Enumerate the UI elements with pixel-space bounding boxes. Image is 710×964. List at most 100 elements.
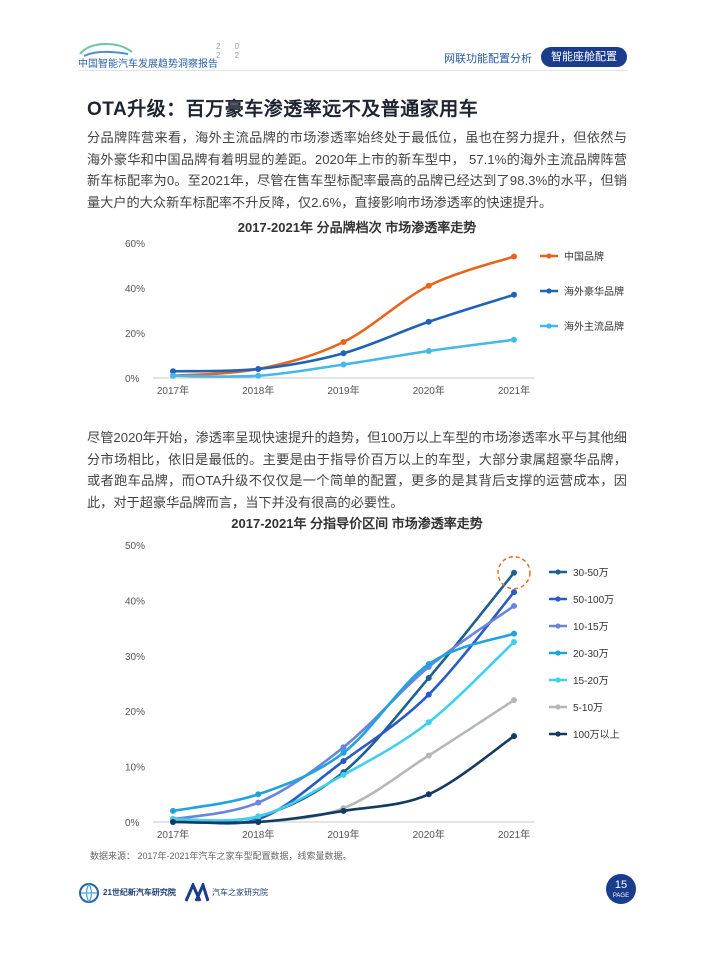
chart2-legend-label: 100万以上 — [573, 729, 620, 741]
chart2-data-point — [255, 819, 262, 825]
chart2-data-point — [425, 752, 432, 759]
chart2-ytick-label: 50% — [125, 541, 145, 552]
chart2-data-point — [511, 589, 517, 596]
section-label: 网联功能配置分析 — [444, 53, 532, 65]
chart2-data-point — [255, 799, 262, 806]
chart2-data-point — [170, 819, 176, 825]
chart1-legend-label: 海外豪华品牌 — [564, 285, 624, 298]
chart2-ytick-label: 30% — [125, 652, 145, 663]
chart1-data-point — [340, 339, 347, 345]
chart1-data-point — [511, 253, 517, 260]
logo-year: 2 0 2 2 — [216, 42, 246, 60]
car-logo-icon — [79, 42, 133, 57]
chart2-data-point — [170, 807, 176, 814]
chart2-xtick-label: 2019年 — [327, 828, 359, 841]
chart2-data-point — [425, 691, 432, 698]
chart1-legend-marker — [546, 288, 552, 294]
chart1-legend-marker — [546, 253, 552, 259]
chart2-data-point — [425, 791, 432, 798]
logo2-text: 汽车之家研究院 — [212, 888, 268, 897]
paragraph-brand-analysis: 分品牌阵营来看，海外主流品牌的市场渗透率始终处于最低位，虽也在努力提升，但依然与… — [87, 130, 627, 210]
chart2-legend-marker — [555, 596, 561, 602]
chart1-title: 2017-2021年 分品牌档次 市场渗透率走势 — [237, 220, 477, 235]
chart2-xtick-label: 2017年 — [157, 828, 189, 841]
chart2-xtick-label: 2018年 — [242, 828, 274, 841]
autohome-logo-icon — [185, 883, 209, 902]
chart2-legend-marker — [555, 623, 561, 629]
chart2-legend-marker — [555, 650, 561, 656]
chart1-ytick-label: 0% — [125, 374, 140, 385]
paragraph-price-analysis: 尽管2020年开始，渗透率呈现快速提升的趋势，但100万以上车型的市场渗透率水平… — [87, 430, 627, 510]
logo-21st-century-institute: 21世纪新汽车研究院 — [78, 880, 178, 906]
chart2-highlight-circle — [497, 556, 531, 590]
chart1-data-point — [511, 291, 517, 298]
chart1-xtick-label: 2021年 — [498, 384, 530, 397]
chart2-series-line — [172, 591, 515, 825]
chart2-data-point — [511, 630, 517, 637]
chart2-legend-label: 10-15万 — [573, 622, 609, 633]
section-badge: 智能座舱配置 — [541, 47, 627, 67]
chart2-data-point — [255, 791, 262, 798]
chart2-data-point — [255, 813, 262, 820]
chart2-data-point — [340, 744, 347, 751]
chart2-data-point — [511, 602, 517, 609]
chart1-ytick-label: 60% — [125, 239, 145, 250]
chart2-ytick-label: 0% — [125, 818, 140, 829]
chart2-legend-label: 30-50万 — [573, 568, 609, 579]
chart2-data-point — [340, 771, 347, 778]
chart2-data-point — [425, 719, 432, 726]
chart2-ytick-label: 20% — [125, 707, 145, 718]
chart2-legend-label: 20-30万 — [573, 649, 609, 660]
chart1-ytick-label: 20% — [125, 329, 145, 340]
chart2-data-point — [511, 569, 517, 576]
chart2-data-point — [425, 661, 432, 668]
chart2-data-point — [340, 749, 347, 756]
chart1-xtick-label: 2017年 — [157, 384, 189, 397]
chart1-data-point — [511, 336, 517, 343]
chart1-data-point — [425, 282, 432, 289]
chart1-data-point — [340, 350, 347, 357]
chart1-data-point — [170, 372, 176, 379]
logo-text: 中国智能汽车发展趋势洞察报告 — [78, 59, 218, 70]
logo1-text: 21世纪新汽车研究院 — [103, 888, 176, 897]
chart2-title: 2017-2021年 分指导价区间 市场渗透率走势 — [231, 516, 483, 531]
chart1-xtick-label: 2019年 — [327, 384, 359, 397]
chart2-series-line — [172, 632, 515, 813]
page-title: OTA升级：百万豪车渗透率远不及普通家用车 — [87, 99, 479, 120]
chart1-data-point — [255, 366, 262, 372]
chart1-legend-label: 中国品牌 — [564, 250, 604, 263]
chart2-legend-label: 5-10万 — [573, 703, 603, 714]
header-divider — [78, 70, 628, 71]
chart2-legend-marker — [555, 677, 561, 683]
chart2-data-point — [511, 638, 517, 645]
chart2-legend-label: 50-100万 — [573, 595, 614, 606]
chart1-data-point — [170, 368, 176, 375]
chart2-legend-marker — [555, 704, 561, 710]
chart2-ytick-label: 40% — [125, 596, 145, 607]
chart2-xtick-label: 2020年 — [413, 828, 445, 841]
chart1-legend-label: 海外主流品牌 — [564, 320, 624, 333]
chart1-data-point — [255, 372, 262, 379]
chart1-xtick-label: 2018年 — [242, 384, 274, 397]
globe-logo-icon — [79, 883, 99, 903]
data-source-note: 数据来源： 2017年-2021年汽车之家车型配置数据，线索量数据。 — [90, 851, 352, 861]
chart1-xtick-label: 2020年 — [413, 384, 445, 397]
chart2-data-point — [511, 733, 517, 740]
report-logo: 2 0 2 2 中国智能汽车发展趋势洞察报告 — [78, 40, 258, 70]
chart2-series-line — [172, 571, 516, 822]
chart2-ytick-label: 10% — [125, 763, 145, 774]
chart2-data-point — [340, 807, 347, 814]
page-label: PAGE — [612, 893, 630, 899]
logo-autohome-institute: 汽车之家研究院 — [185, 880, 275, 906]
chart1-ytick-label: 40% — [125, 284, 145, 295]
chart2-data-point — [340, 758, 347, 765]
page-number: 15 — [614, 879, 628, 891]
chart2-series-line — [172, 641, 515, 822]
chart1-data-point — [425, 348, 432, 354]
chart2-xtick-label: 2021年 — [498, 828, 530, 841]
chart2-data-point — [425, 674, 432, 681]
chart1-data-point — [425, 318, 432, 325]
page-number-badge: 15 PAGE — [606, 874, 636, 904]
